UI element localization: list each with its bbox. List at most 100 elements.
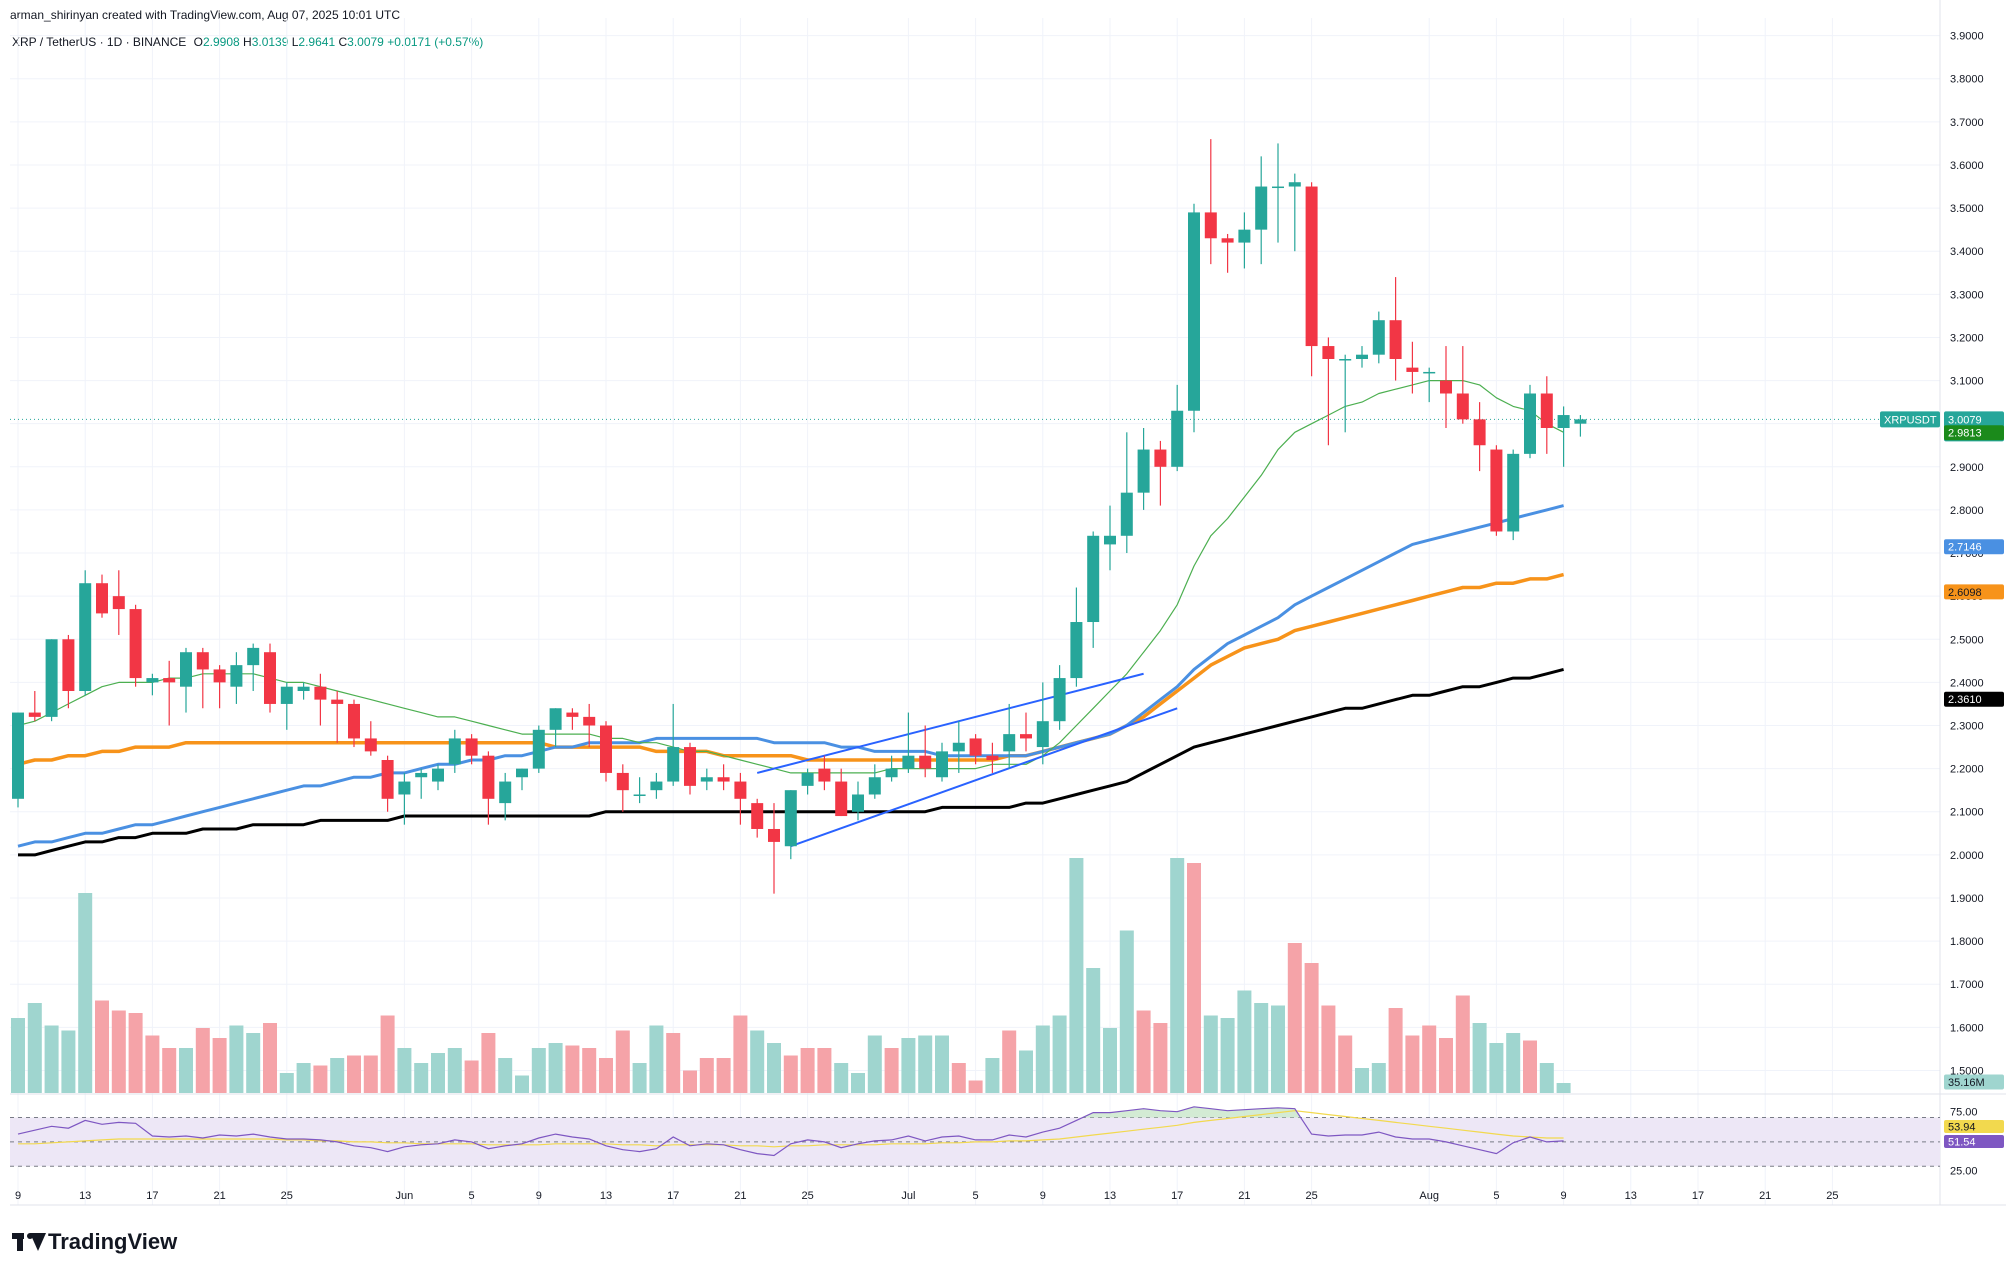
- ma-black-badge-bg: [1944, 691, 2004, 707]
- volume-bar: [11, 1018, 25, 1093]
- candle-body: [499, 781, 512, 804]
- tradingview-logo[interactable]: TradingView: [12, 1229, 177, 1255]
- volume-bar: [313, 1065, 328, 1093]
- volume-bar: [1052, 1015, 1067, 1093]
- candle-body: [1322, 346, 1335, 360]
- volume-badge: 35.16M: [1948, 1077, 1985, 1089]
- volume-bar: [1321, 1005, 1336, 1093]
- price-badge: 3.0079: [1948, 414, 1982, 426]
- volume-bar: [431, 1053, 445, 1093]
- y-tick-label: 1.9000: [1950, 893, 1984, 905]
- candle-body: [348, 703, 360, 739]
- x-tick-label: 13: [79, 1190, 91, 1202]
- candle-body: [549, 708, 562, 730]
- volume-bar: [128, 1013, 143, 1093]
- rsi-ma-line: [18, 1110, 1564, 1148]
- candle-body: [1389, 320, 1402, 360]
- candle-body: [784, 790, 797, 847]
- volume-bar: [1254, 1003, 1269, 1093]
- candle-body: [1053, 678, 1066, 722]
- volume-bar: [599, 1058, 613, 1093]
- volume-bar: [565, 1045, 580, 1093]
- volume-bar: [733, 1015, 748, 1093]
- ma-orange-line: [17, 572, 1565, 766]
- y-tick-label: 2.9000: [1950, 462, 1984, 474]
- candle-body: [768, 828, 780, 842]
- x-tick-label: 17: [146, 1190, 158, 1202]
- volume-bar: [1170, 858, 1185, 1093]
- candle-body: [415, 772, 428, 778]
- x-tick-label: Jul: [901, 1190, 915, 1202]
- channel-lower-line: [790, 707, 1178, 848]
- volume-bar: [750, 1030, 765, 1093]
- candle-body: [1255, 186, 1268, 230]
- x-tick-label: Jun: [396, 1190, 414, 1202]
- volume-bar: [279, 1073, 294, 1093]
- candle-body: [180, 652, 192, 687]
- ma-black-badge: 2.3610: [1948, 694, 1982, 706]
- volume-bar: [1489, 1043, 1504, 1093]
- candle-body: [633, 794, 646, 796]
- volume-bar: [263, 1023, 277, 1093]
- x-tick-label: 9: [1040, 1190, 1046, 1202]
- symbol-title[interactable]: XRP / TetherUS · 1D · BINANCE: [12, 35, 187, 49]
- ma-green-badge: 2.9813: [1948, 428, 1982, 440]
- candle-body: [600, 725, 612, 773]
- candle-body: [230, 665, 243, 687]
- volume-bar: [1455, 995, 1470, 1093]
- x-tick-label: 5: [1493, 1190, 1499, 1202]
- volume-bar: [498, 1058, 513, 1093]
- volume-bar: [1069, 858, 1084, 1093]
- candle-body: [146, 678, 159, 683]
- volume-bar: [1187, 863, 1201, 1093]
- candle-body: [45, 639, 58, 717]
- volume-bar: [582, 1048, 597, 1093]
- candle-body: [112, 596, 125, 610]
- x-tick-label: 9: [1561, 1190, 1567, 1202]
- candle-body: [751, 803, 764, 829]
- candle-body: [1456, 393, 1469, 420]
- x-tick-label: 17: [1692, 1190, 1704, 1202]
- volume-bar: [1019, 1050, 1033, 1093]
- candle-body: [1574, 419, 1587, 424]
- x-tick-label: 5: [469, 1190, 475, 1202]
- x-tick-label: 13: [600, 1190, 612, 1202]
- x-tick-label: 25: [281, 1190, 293, 1202]
- y-tick-label: 3.6000: [1950, 160, 1984, 172]
- candle-body: [28, 712, 41, 717]
- rsi-upper-label: 75.00: [1950, 1107, 1978, 1119]
- candle-body: [1120, 492, 1133, 536]
- volume-bar: [1287, 943, 1302, 1093]
- volume-bar: [44, 1025, 59, 1093]
- x-tick-label: 21: [1759, 1190, 1771, 1202]
- candle-body: [1036, 721, 1049, 748]
- x-tick-label: 17: [667, 1190, 679, 1202]
- volume-bar: [447, 1048, 462, 1093]
- volume-bar: [1388, 1008, 1403, 1093]
- tradingview-logo-icon: [12, 1233, 46, 1251]
- volume-bar: [800, 1048, 815, 1093]
- volume-bar: [884, 1048, 899, 1093]
- volume-bar: [179, 1048, 193, 1093]
- volume-bar: [531, 1048, 546, 1093]
- ma-blue-line: [17, 504, 1564, 848]
- candle-body: [1070, 622, 1083, 679]
- volume-bar: [683, 1070, 697, 1093]
- volume-bar: [27, 1003, 42, 1093]
- candle-body: [12, 712, 24, 799]
- volume-badge-bg: [1944, 1074, 2004, 1090]
- volume-bar: [229, 1025, 244, 1093]
- candle-body: [314, 686, 327, 700]
- volume-bar: [1472, 1023, 1487, 1093]
- candle-body: [213, 669, 226, 683]
- volume-bar: [1203, 1015, 1218, 1093]
- volume-bar: [1237, 990, 1252, 1093]
- volume-bar: [162, 1048, 177, 1093]
- volume-bar: [901, 1038, 916, 1093]
- candle-body: [364, 738, 377, 752]
- volume-bar: [716, 1058, 731, 1093]
- volume-bar: [935, 1035, 949, 1093]
- candle-body: [1557, 415, 1570, 428]
- volume-bar: [1086, 968, 1101, 1093]
